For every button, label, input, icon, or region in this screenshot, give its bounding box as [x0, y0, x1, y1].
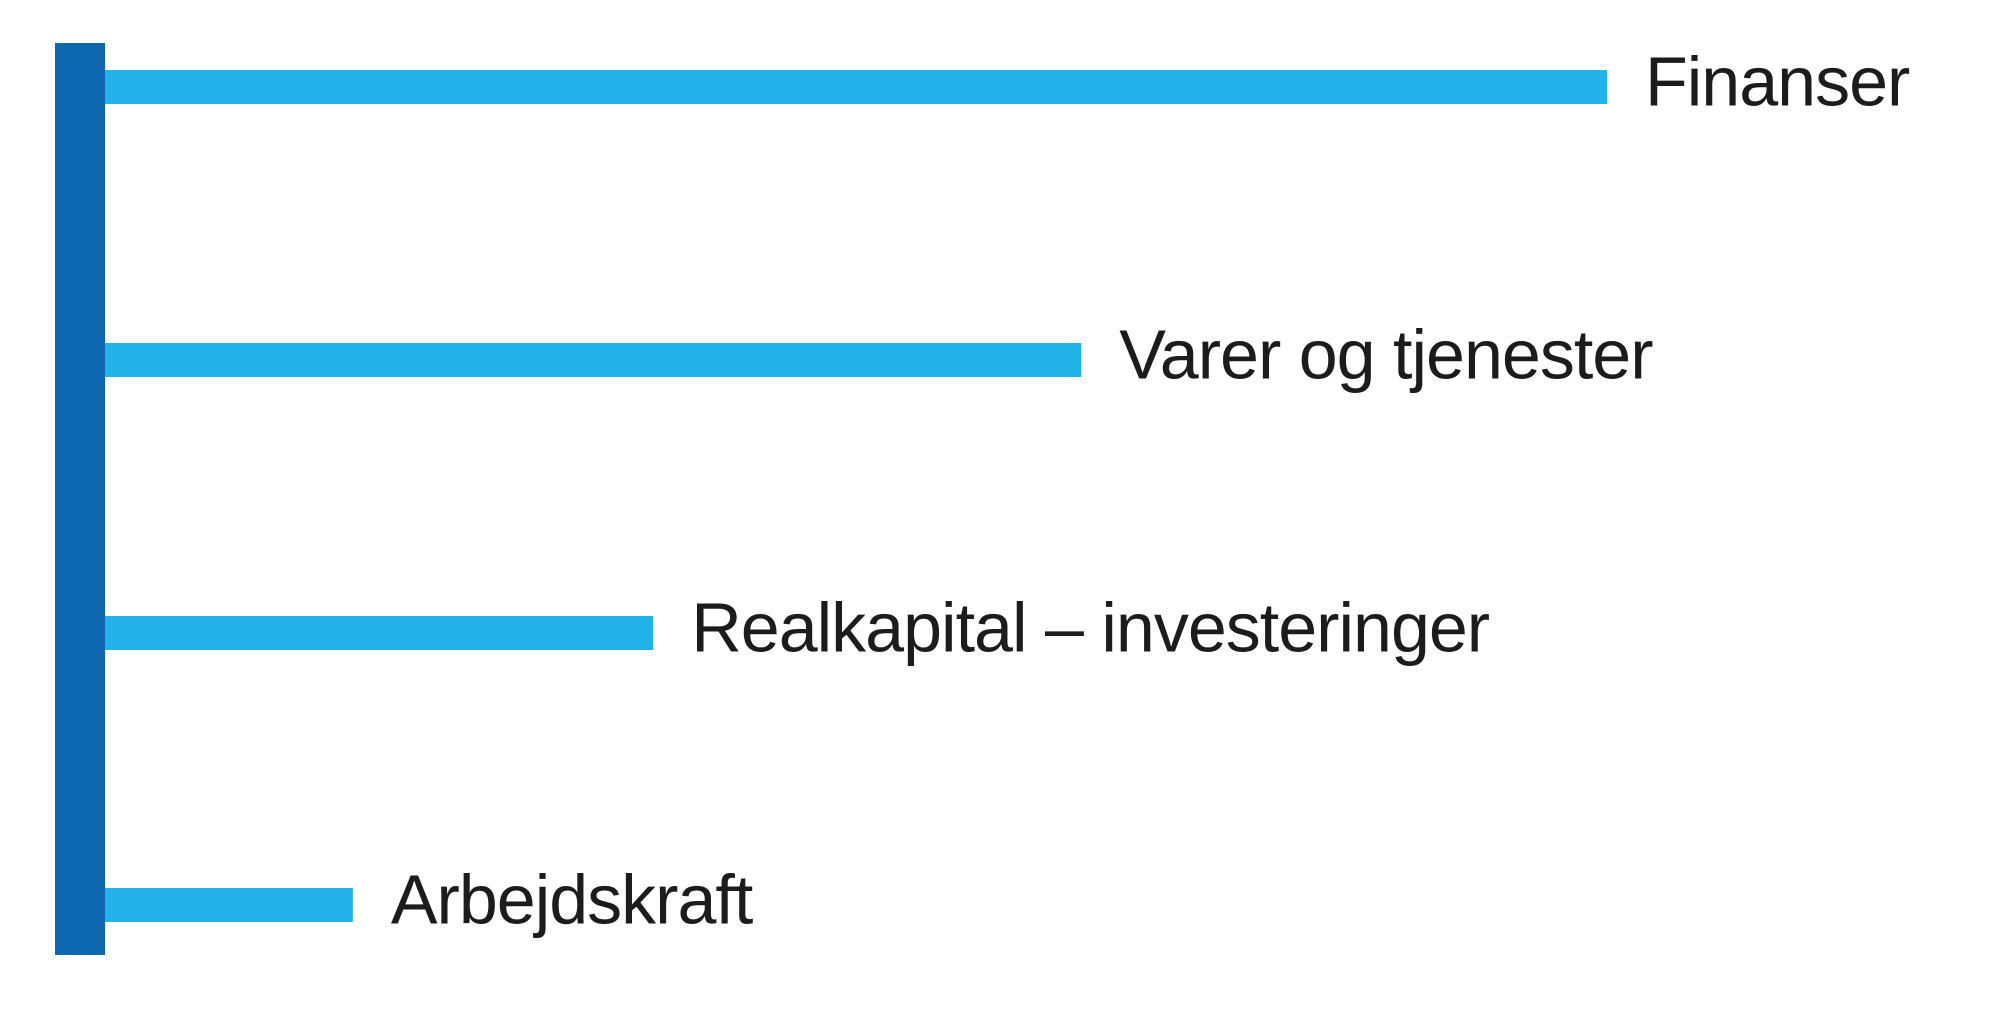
bar-0 — [105, 70, 1607, 104]
y-axis-line — [55, 43, 105, 955]
bar-2 — [105, 616, 654, 650]
bar-1 — [105, 343, 1082, 377]
bar-3 — [105, 888, 353, 922]
bar-label-0: Finanser — [1645, 42, 1910, 120]
bar-label-2: Realkapital – investeringer — [691, 588, 1490, 666]
bar-label-1: Varer og tjenester — [1119, 315, 1653, 393]
bar-labels-group: Finanser Varer og tjenester Realkapital – … — [391, 42, 1911, 938]
bars-group — [105, 70, 1607, 922]
bar-label-3: Arbejdskraft — [391, 860, 753, 938]
